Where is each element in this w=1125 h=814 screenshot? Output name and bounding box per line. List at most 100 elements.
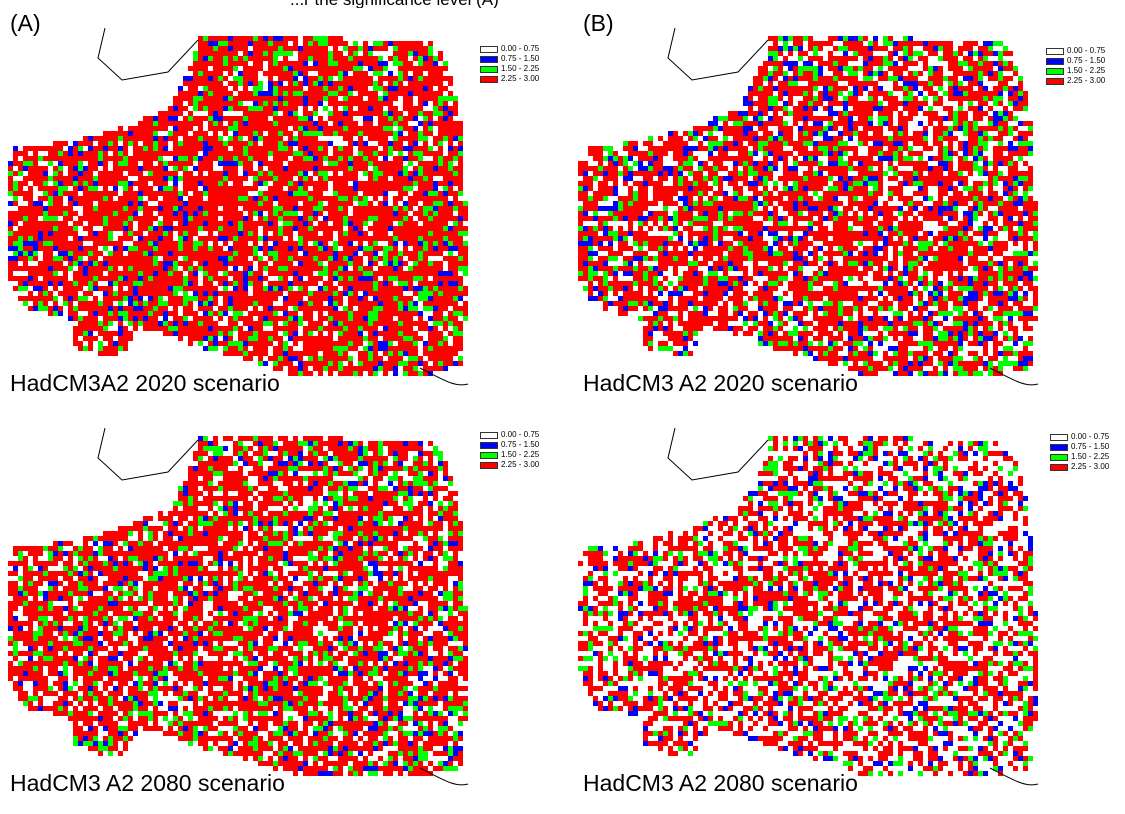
map-cell bbox=[428, 41, 433, 46]
map-cell bbox=[448, 156, 453, 161]
map-cell bbox=[198, 141, 203, 146]
map-cell bbox=[193, 211, 198, 216]
map-cell bbox=[378, 321, 383, 326]
map-cell bbox=[278, 36, 283, 41]
map-cell bbox=[433, 221, 438, 226]
map-cell bbox=[378, 236, 383, 241]
map-cell bbox=[423, 271, 428, 276]
map-cell bbox=[53, 261, 58, 266]
map-cell bbox=[163, 171, 168, 176]
map-cell bbox=[343, 241, 348, 246]
map-cell bbox=[143, 326, 148, 331]
map-cell bbox=[223, 306, 228, 311]
map-cell bbox=[343, 341, 348, 346]
map-cell bbox=[193, 71, 198, 76]
map-cell bbox=[88, 216, 93, 221]
map-cell bbox=[318, 36, 323, 41]
map-cell bbox=[278, 366, 283, 371]
map-cell bbox=[223, 341, 228, 346]
map-cell bbox=[363, 231, 368, 236]
map-cell bbox=[288, 356, 293, 361]
map-cell bbox=[853, 56, 858, 61]
map-cell bbox=[418, 246, 423, 251]
map-cell bbox=[858, 51, 863, 56]
map-cell bbox=[238, 116, 243, 121]
map-cell bbox=[193, 311, 198, 316]
map-cell bbox=[433, 121, 438, 126]
map-cell bbox=[263, 336, 268, 341]
map-cell bbox=[1018, 91, 1023, 96]
map-cell bbox=[403, 96, 408, 101]
map-cell bbox=[53, 286, 58, 291]
map-cell bbox=[303, 201, 308, 206]
map-cell bbox=[303, 246, 308, 251]
map-cell bbox=[383, 126, 388, 131]
map-cell bbox=[298, 66, 303, 71]
map-cell bbox=[228, 151, 233, 156]
map-cell bbox=[968, 46, 973, 51]
map-cell bbox=[173, 241, 178, 246]
map-cell bbox=[83, 141, 88, 146]
map-cell bbox=[198, 106, 203, 111]
map-cell bbox=[113, 281, 118, 286]
map-cell bbox=[388, 281, 393, 286]
map-cell bbox=[458, 281, 463, 286]
map-cell bbox=[48, 186, 53, 191]
map-cell bbox=[18, 241, 23, 246]
map-cell bbox=[113, 346, 118, 351]
map-cell bbox=[243, 356, 248, 361]
map-cell bbox=[108, 321, 113, 326]
map-cell bbox=[783, 61, 788, 66]
map-cell bbox=[233, 306, 238, 311]
map-cell bbox=[348, 356, 353, 361]
map-cell bbox=[263, 286, 268, 291]
map-cell bbox=[143, 251, 148, 256]
map-cell bbox=[393, 116, 398, 121]
map-cell bbox=[323, 121, 328, 126]
map-cell bbox=[343, 346, 348, 351]
map-cell bbox=[448, 276, 453, 281]
map-cell bbox=[18, 191, 23, 196]
map-cell bbox=[178, 231, 183, 236]
map-cell bbox=[283, 61, 288, 66]
map-cell bbox=[898, 86, 903, 91]
map-cell bbox=[383, 231, 388, 236]
map-cell bbox=[293, 306, 298, 311]
map-cell bbox=[438, 246, 443, 251]
map-cell bbox=[378, 211, 383, 216]
map-cell bbox=[353, 271, 358, 276]
map-cell bbox=[178, 261, 183, 266]
map-cell bbox=[208, 211, 213, 216]
map-cell bbox=[118, 221, 123, 226]
map-cell bbox=[248, 266, 253, 271]
map-cell bbox=[448, 331, 453, 336]
map-cell bbox=[433, 191, 438, 196]
map-cell bbox=[433, 286, 438, 291]
map-cell bbox=[13, 261, 18, 266]
map-cell bbox=[23, 156, 28, 161]
map-cell bbox=[218, 91, 223, 96]
map-cell bbox=[348, 281, 353, 286]
map-cell bbox=[978, 66, 983, 71]
map-cell bbox=[453, 296, 458, 301]
map-cell bbox=[228, 236, 233, 241]
map-cell bbox=[58, 166, 63, 171]
map-cell bbox=[368, 126, 373, 131]
map-cell bbox=[318, 196, 323, 201]
map-cell bbox=[448, 131, 453, 136]
map-cell bbox=[68, 161, 73, 166]
map-cell bbox=[868, 76, 873, 81]
map-cell bbox=[148, 196, 153, 201]
map-cell bbox=[133, 311, 138, 316]
map-cell bbox=[328, 166, 333, 171]
map-cell bbox=[798, 41, 803, 46]
map-cell bbox=[83, 216, 88, 221]
map-cell bbox=[463, 251, 468, 256]
map-cell bbox=[348, 331, 353, 336]
map-cell bbox=[233, 286, 238, 291]
map-cell bbox=[293, 216, 298, 221]
map-cell bbox=[268, 266, 273, 271]
map-cell bbox=[408, 311, 413, 316]
map-cell bbox=[108, 241, 113, 246]
map-cell bbox=[198, 91, 203, 96]
